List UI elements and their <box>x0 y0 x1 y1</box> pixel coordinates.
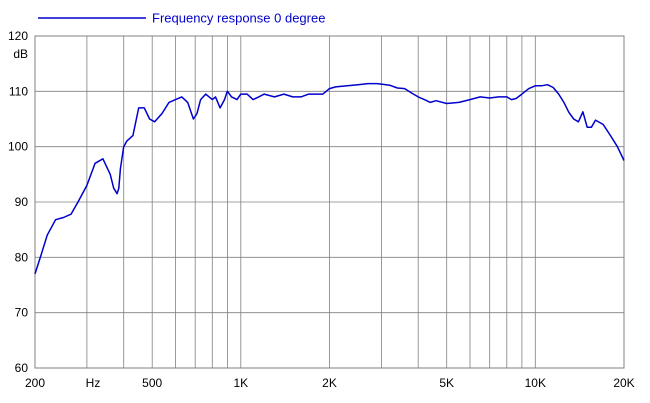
x-tick-label: 500 <box>142 376 162 390</box>
y-tick-label: 70 <box>15 306 29 320</box>
y-tick-label: 80 <box>15 250 29 264</box>
y-tick-label: 110 <box>9 84 28 98</box>
y-tick-label: 100 <box>8 140 28 154</box>
x-axis-label: Hz <box>86 376 101 390</box>
x-tick-label: 10K <box>525 376 546 390</box>
series-line-frequency-response-0-degree <box>34 82 625 275</box>
x-tick-label: 1K <box>233 376 248 390</box>
y-tick-label: 120 <box>8 29 28 43</box>
legend: Frequency response 0 degree <box>38 11 325 26</box>
grid-lines <box>35 36 624 368</box>
x-tick-label: 20K <box>613 376 634 390</box>
x-axis-ticks: 200 500 1K 2K 5K 10K 20K <box>25 376 635 390</box>
legend-label: Frequency response 0 degree <box>152 11 325 26</box>
y-tick-label: 60 <box>15 361 29 375</box>
x-tick-label: 200 <box>25 376 45 390</box>
x-tick-label: 2K <box>322 376 337 390</box>
y-axis-ticks: 120 110 100 90 80 70 60 <box>8 29 28 375</box>
y-axis-label: dB <box>13 47 28 61</box>
x-tick-label: 5K <box>439 376 454 390</box>
y-tick-label: 90 <box>15 195 29 209</box>
